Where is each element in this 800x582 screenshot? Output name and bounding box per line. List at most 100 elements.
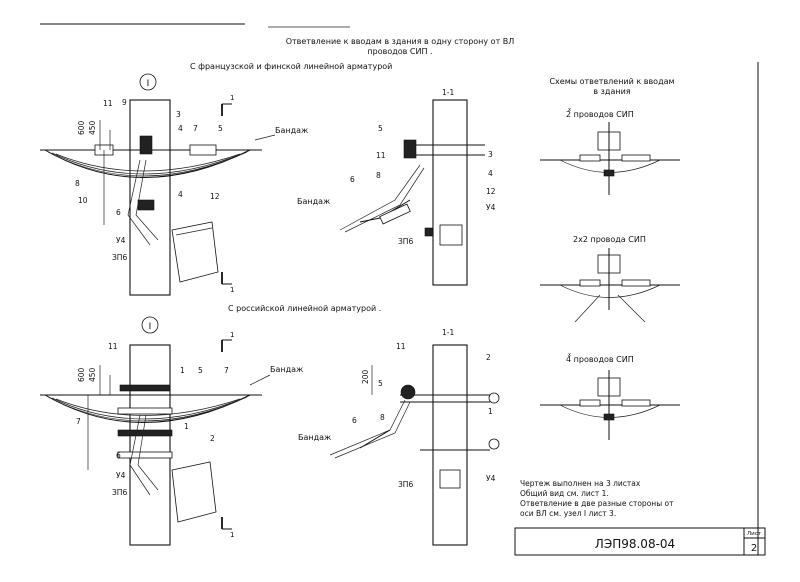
bottom-right-view: 1-1 Бандаж 11 5 2 8 6 1 ЗП6 У4 200 — [298, 328, 500, 546]
view-marker-circle-bottom — [141, 316, 159, 334]
bracket-6 — [137, 199, 155, 211]
svg-text:7: 7 — [224, 366, 229, 375]
stamp-sheet-label: Лист — [747, 531, 762, 537]
schemes-title-line2: в здания — [593, 87, 630, 96]
svg-text:ЗП6: ЗП6 — [112, 253, 127, 262]
side-box — [439, 224, 463, 246]
building-bracket — [171, 221, 219, 283]
side-branch-1 — [339, 164, 421, 231]
section-view-label-top: 1-1 — [442, 88, 454, 97]
view-marker-circle — [139, 73, 157, 91]
conductor-sag-2 — [47, 151, 248, 177]
pole — [129, 99, 171, 296]
svg-text:1: 1 — [488, 407, 493, 416]
section-marker-label-bottom: 1 — [230, 286, 234, 294]
bottom-left-view: I 1 1 Бандаж 11 5 1 7 7 1 2 6 — [40, 316, 303, 546]
header-title-line2: проводов СИП . — [367, 47, 432, 56]
svg-text:У4: У4 — [486, 474, 496, 483]
svg-text:7: 7 — [193, 124, 198, 133]
svg-text:2: 2 — [486, 353, 491, 362]
top-right-view: 1-1 Бандаж 5 3 11 8 6 4 12 У4 ЗП6 — [297, 88, 496, 286]
scheme-3: 4 проводов СИП х — [540, 352, 680, 440]
svg-text:4: 4 — [488, 169, 493, 178]
svg-text:х: х — [568, 107, 571, 113]
note-line-1: Чертеж выполнен на 3 листах — [520, 479, 641, 488]
pole-side — [432, 99, 468, 286]
bandage-label-tl: Бандаж — [275, 126, 308, 135]
stamp: ЛЭП98.08-04 Лист 2 — [514, 527, 766, 556]
svg-text:У4: У4 — [116, 471, 126, 480]
svg-text:3: 3 — [488, 150, 493, 159]
svg-text:11: 11 — [103, 99, 113, 108]
section-top-title: С французской и финской линейной арматур… — [190, 62, 392, 71]
header-title-line1: Ответвление к вводам в здания в одну сто… — [286, 37, 515, 46]
svg-text:6: 6 — [350, 175, 355, 184]
building-bracket-bottom — [171, 461, 217, 523]
svg-text:2 проводов СИП: 2 проводов СИП — [566, 110, 634, 119]
crossarm-1 — [119, 384, 171, 392]
note-line-4: оси ВЛ см. узел I лист 3. — [520, 509, 616, 518]
labels-bottom-right: 11 5 2 8 6 1 ЗП6 У4 200 — [352, 342, 496, 489]
svg-text:1: 1 — [230, 531, 234, 539]
svg-text:3: 3 — [176, 110, 181, 119]
bandage-label-tr: Бандаж — [297, 197, 330, 206]
top-left-view: I 1 1 Бандаж 11 — [40, 73, 308, 296]
svg-text:5: 5 — [218, 124, 223, 133]
svg-text:200: 200 — [361, 369, 370, 384]
svg-text:2х2 провода СИП: 2х2 провода СИП — [573, 235, 646, 244]
svg-text:11: 11 — [396, 342, 406, 351]
svg-text:6: 6 — [352, 416, 357, 425]
svg-text:12: 12 — [210, 192, 220, 201]
note-line-2: Общий вид см. лист 1. — [520, 489, 609, 498]
side-clamp — [379, 203, 411, 225]
pole-side-bottom — [432, 344, 468, 546]
svg-text:12: 12 — [486, 187, 496, 196]
svg-text:10: 10 — [78, 196, 88, 205]
stamp-sheet-number: 2 — [751, 543, 757, 554]
svg-text:450: 450 — [88, 367, 97, 382]
side-branch-2 — [344, 167, 425, 233]
stamp-code: ЛЭП98.08-04 — [595, 537, 675, 551]
conductor-sag-3 — [51, 152, 245, 175]
svg-text:450: 450 — [88, 120, 97, 135]
svg-text:600: 600 — [77, 120, 86, 135]
schemes-title-line1: Схемы ответвлений к вводам — [549, 77, 674, 86]
scheme-2: 2х2 провода СИП — [540, 235, 680, 323]
svg-text:6: 6 — [116, 451, 121, 460]
svg-text:4: 4 — [178, 190, 183, 199]
svg-text:х: х — [568, 352, 571, 358]
svg-text:9: 9 — [122, 98, 127, 107]
svg-text:ЗП6: ЗП6 — [398, 237, 413, 246]
section-marker-label: 1 — [230, 94, 234, 102]
labels-top-right: 5 3 11 8 6 4 12 У4 ЗП6 — [350, 124, 496, 246]
pole-bottom — [129, 344, 171, 546]
svg-text:1: 1 — [180, 366, 185, 375]
bracket-3 — [139, 135, 153, 155]
svg-text:5: 5 — [378, 379, 383, 388]
notes: Чертеж выполнен на 3 листах Общий вид см… — [520, 479, 674, 518]
bandage-label-bl: Бандаж — [270, 365, 303, 374]
svg-text:6: 6 — [116, 208, 121, 217]
clamp-right — [189, 144, 217, 156]
svg-text:11: 11 — [376, 151, 386, 160]
svg-text:4: 4 — [178, 124, 183, 133]
labels-top-left: 11 9 3 4 7 5 8 10 6 4 12 У4 ЗП6 600 450 — [75, 98, 223, 262]
svg-text:8: 8 — [376, 171, 381, 180]
scheme-1: 2 проводов СИП х — [540, 107, 680, 195]
schemes-column: Схемы ответвлений к вводам в здания 2 пр… — [540, 77, 680, 440]
stamp-frame — [514, 527, 766, 556]
svg-text:1: 1 — [184, 422, 189, 431]
svg-text:7: 7 — [76, 417, 81, 426]
note-line-3: Ответвление в две разные стороны от — [520, 499, 674, 508]
view-marker-text: I — [147, 79, 150, 89]
svg-text:4 проводов СИП: 4 проводов СИП — [566, 355, 634, 364]
svg-text:5: 5 — [198, 366, 203, 375]
svg-text:У4: У4 — [486, 203, 496, 212]
svg-text:8: 8 — [75, 179, 80, 188]
labels-bottom-left: 11 5 1 7 7 1 2 6 У4 ЗП6 600 450 — [76, 342, 229, 497]
side-bracket — [403, 139, 417, 159]
svg-text:2: 2 — [210, 434, 215, 443]
svg-text:ЗП6: ЗП6 — [112, 488, 127, 497]
svg-text:5: 5 — [378, 124, 383, 133]
